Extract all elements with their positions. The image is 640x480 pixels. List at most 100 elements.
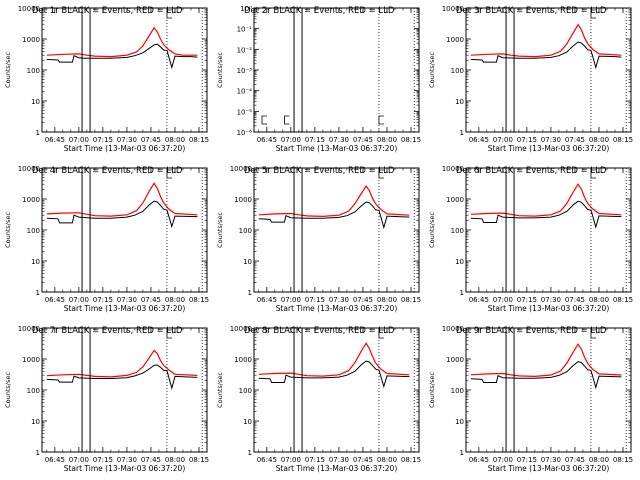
- y-tick-label: 1: [460, 129, 464, 137]
- x-tick-label: 06:45: [45, 136, 65, 144]
- y-tick-label: 100: [27, 227, 40, 235]
- y-tick-label: 100: [239, 227, 252, 235]
- x-tick-label: 07:30: [541, 136, 561, 144]
- chart-title: Det 3r BLACK = Events, RED = LLD: [456, 6, 607, 16]
- y-tick-label: 1000: [22, 356, 40, 364]
- y-tick-label: 1: [248, 449, 252, 457]
- bracket-mark: [166, 9, 172, 19]
- x-tick-label: 08:00: [165, 296, 185, 304]
- chart-title: Det 1r BLACK = Events, RED = LLD: [32, 6, 183, 16]
- x-tick-label: 08:00: [589, 296, 609, 304]
- y-tick-label: 10⁻⁴: [237, 88, 253, 96]
- y-tick-label: 10⁻⁵: [237, 108, 253, 116]
- x-tick-label: 06:45: [45, 456, 65, 464]
- x-tick-label: 07:00: [281, 296, 301, 304]
- bracket-mark: [590, 169, 596, 179]
- y-tick-label: 1000: [446, 196, 464, 204]
- x-tick-label: 07:45: [141, 136, 161, 144]
- x-tick-label: 08:15: [189, 456, 209, 464]
- plot-frame: [41, 7, 208, 133]
- y-tick-label: 100: [27, 67, 40, 75]
- y-tick-label: 10: [455, 418, 464, 426]
- x-tick-label: 07:45: [353, 456, 373, 464]
- x-axis-label: Start Time (13-Mar-03 06:37:20): [64, 464, 186, 473]
- y-tick-label: 10: [455, 258, 464, 266]
- x-tick-label: 07:00: [69, 136, 89, 144]
- plot-frame: [253, 327, 420, 453]
- x-tick-label: 07:30: [329, 296, 349, 304]
- plot-frame: [41, 327, 208, 453]
- bracket-mark: [590, 9, 596, 19]
- chart-panel-7: Det 7r BLACK = Events, RED = LLD Counts/s…: [4, 325, 209, 473]
- x-tick-label: 08:15: [401, 456, 421, 464]
- y-tick-label: 10000: [230, 165, 252, 173]
- plot-frame: [253, 7, 420, 133]
- x-tick-label: 07:45: [353, 136, 373, 144]
- x-tick-label: 07:15: [305, 456, 325, 464]
- x-tick-label: 07:15: [93, 296, 113, 304]
- x-axis-label: Start Time (13-Mar-03 06:37:20): [488, 304, 610, 313]
- x-tick-label: 08:15: [401, 136, 421, 144]
- x-tick-label: 07:30: [329, 136, 349, 144]
- chart-panel-1: Det 1r BLACK = Events, RED = LLD Counts/s…: [4, 5, 209, 153]
- lld-series-line: [46, 26, 198, 58]
- x-tick-label: 07:30: [329, 456, 349, 464]
- lld-series-line: [470, 23, 622, 58]
- bracket-mark: [590, 329, 596, 339]
- lld-series-line: [470, 183, 622, 217]
- lld-series-line: [46, 182, 198, 217]
- x-tick-label: 07:30: [117, 296, 137, 304]
- x-tick-label: 07:00: [493, 296, 513, 304]
- x-tick-label: 07:00: [281, 456, 301, 464]
- x-tick-label: 07:30: [117, 136, 137, 144]
- y-tick-label: 1000: [446, 356, 464, 364]
- x-tick-label: 06:45: [257, 296, 277, 304]
- chart-title: Det 2r BLACK = Events, RED = LLD: [244, 6, 395, 16]
- y-tick-label: 10⁻¹: [237, 26, 253, 34]
- plot-frame: [253, 167, 420, 293]
- x-tick-label: 07:15: [93, 136, 113, 144]
- bracket-mark: [378, 169, 384, 179]
- y-tick-label: 10000: [230, 325, 252, 333]
- x-tick-label: 08:00: [377, 296, 397, 304]
- events-series-line: [470, 361, 622, 390]
- x-tick-label: 07:00: [493, 456, 513, 464]
- x-tick-label: 07:45: [565, 296, 585, 304]
- x-tick-label: 06:45: [469, 136, 489, 144]
- y-tick-label: 100: [451, 387, 464, 395]
- x-tick-label: 07:00: [69, 456, 89, 464]
- y-tick-label: 1: [36, 289, 40, 297]
- y-tick-label: 1: [36, 449, 40, 457]
- y-tick-label: 10⁻²: [237, 46, 253, 54]
- events-series-line: [470, 200, 622, 229]
- chart-panel-4: Det 4r BLACK = Events, RED = LLD Counts/s…: [4, 165, 209, 313]
- x-tick-label: 07:00: [493, 136, 513, 144]
- y-tick-label: 10000: [442, 325, 464, 333]
- chart-title: Det 4r BLACK = Events, RED = LLD: [32, 166, 183, 176]
- y-tick-label: 1: [248, 289, 252, 297]
- x-tick-label: 08:00: [165, 136, 185, 144]
- chart-panel-2: Det 2r BLACK = Events, RED = LLD Counts/s…: [216, 5, 421, 153]
- bracket-mark: [261, 115, 268, 125]
- y-axis-label: Counts/sec: [216, 372, 224, 408]
- events-series-line: [46, 200, 198, 229]
- x-tick-label: 06:45: [45, 296, 65, 304]
- lld-series-line: [258, 342, 410, 377]
- bracket-mark: [378, 329, 384, 339]
- y-tick-label: 10: [455, 98, 464, 106]
- y-axis-label: Counts/sec: [428, 52, 436, 88]
- x-tick-label: 07:15: [517, 136, 537, 144]
- bracket-mark: [378, 115, 384, 125]
- x-tick-label: 08:15: [189, 296, 209, 304]
- x-tick-label: 07:15: [305, 136, 325, 144]
- y-tick-label: 1000: [234, 356, 252, 364]
- x-axis-label: Start Time (13-Mar-03 06:37:20): [64, 304, 186, 313]
- chart-title: Det 5r BLACK = Events, RED = LLD: [244, 166, 395, 176]
- plot-frame: [465, 7, 632, 133]
- x-tick-label: 08:00: [377, 136, 397, 144]
- x-tick-label: 08:15: [189, 136, 209, 144]
- y-tick-label: 100: [27, 387, 40, 395]
- y-tick-label: 10000: [18, 5, 40, 13]
- x-tick-label: 07:15: [305, 296, 325, 304]
- events-series-line: [46, 43, 198, 70]
